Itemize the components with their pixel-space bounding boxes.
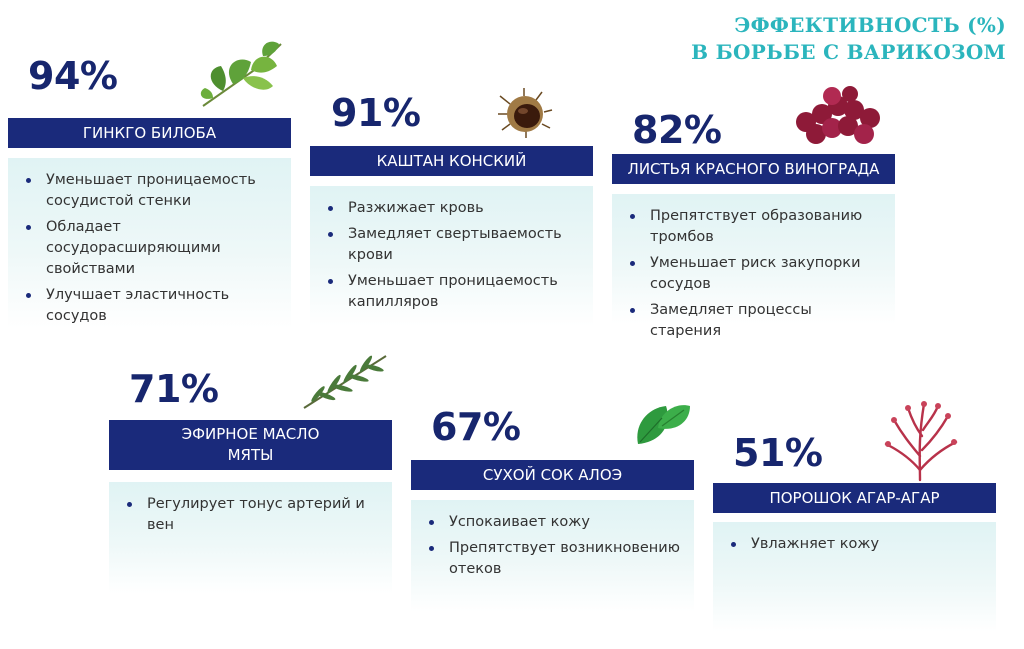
list-item: Улучшает эластичность сосудов [26,285,281,327]
list-item: Обладает сосудорасширяющими свойствами [26,217,281,280]
list-item: Увлажняет кожу [731,534,986,555]
benefit-list: Разжижает кровь Замедляет свертываемость… [310,186,593,313]
card-title-bar: КАШТАН КОНСКИЙ [310,146,593,176]
percent-value: 94% [28,54,118,98]
title-line-1: ЭФФЕКТИВНОСТЬ (%) [734,13,1006,37]
card-title-line-1: ЭФИРНОЕ МАСЛО [181,425,320,443]
chestnut-icon [498,88,553,138]
list-item: Разжижает кровь [328,198,583,219]
list-item: Уменьшает проницаемость капилляров [328,271,583,313]
list-item: Замедляет свертываемость крови [328,224,583,266]
card-title-bar: ПОРОШОК АГАР-АГАР [713,483,996,513]
card-body: Уменьшает проницаемость сосудистой стенк… [8,158,291,328]
title-line-2: В БОРЬБЕ С ВАРИКОЗОМ [691,40,1006,64]
percent-value: 67% [431,405,521,449]
list-item: Препятствует образованию тромбов [630,206,885,248]
grapes-icon [796,86,880,144]
list-item: Уменьшает проницаемость сосудистой стенк… [26,170,281,212]
list-item: Уменьшает риск закупорки сосудов [630,253,885,295]
ginkgo-leaf-icon [200,41,282,107]
list-item: Регулирует тонус артерий и вен [127,494,382,536]
card-title-line-2: МЯТЫ [227,446,274,464]
card-body: Увлажняет кожу [713,522,996,632]
percent-value: 51% [733,431,823,475]
card-body: Разжижает кровь Замедляет свертываемость… [310,186,593,326]
card-title-bar: ЭФИРНОЕ МАСЛО МЯТЫ [109,420,392,470]
infographic-title: ЭФФЕКТИВНОСТЬ (%) В БОРЬБЕ С ВАРИКОЗОМ [691,12,1006,66]
mint-leaf-icon [637,405,690,444]
rosemary-sprig-icon [303,355,387,409]
percent-value: 82% [632,108,722,152]
benefit-list: Уменьшает проницаемость сосудистой стенк… [8,158,291,327]
benefit-list: Успокаивает кожу Препятствует возникнове… [411,500,694,580]
card-body: Препятствует образованию тромбов Уменьша… [612,194,895,339]
benefit-list: Препятствует образованию тромбов Уменьша… [612,194,895,342]
card-title-bar: ЛИСТЬЯ КРАСНОГО ВИНОГРАДА [612,154,895,184]
percent-value: 71% [129,367,219,411]
card-title-bar: ГИНКГО БИЛОБА [8,118,291,148]
card-title-bar: СУХОЙ СОК АЛОЭ [411,460,694,490]
benefit-list: Увлажняет кожу [713,522,996,555]
list-item: Препятствует возникновению отеков [429,538,684,580]
card-body: Регулирует тонус артерий и вен [109,482,392,594]
list-item: Замедляет процессы старения [630,300,885,342]
benefit-list: Регулирует тонус артерий и вен [109,482,392,536]
percent-value: 91% [331,91,421,135]
list-item: Успокаивает кожу [429,512,684,533]
card-body: Успокаивает кожу Препятствует возникнове… [411,500,694,612]
seaweed-icon [884,401,958,482]
